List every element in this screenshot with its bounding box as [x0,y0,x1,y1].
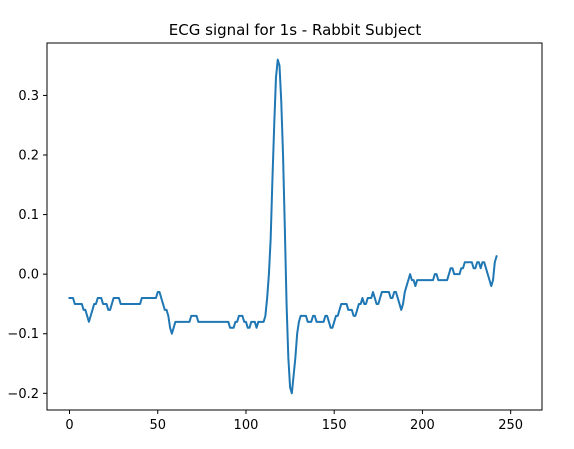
x-tick-label: 0 [65,418,73,433]
plot-background [47,43,542,410]
chart-title: ECG signal for 1s - Rabbit Subject [169,21,422,39]
x-tick-label: 150 [322,418,347,433]
y-tick-label: 0.3 [18,89,39,104]
x-tick-label: 250 [498,418,523,433]
x-tick-label: 50 [149,418,166,433]
y-tick-label: 0.0 [18,268,39,283]
plot-frame [46,42,543,411]
x-axis: 0 50 100 150 200 250 [65,410,523,433]
y-tick-label: −0.1 [7,327,39,342]
y-tick-label: −0.2 [7,387,39,402]
y-tick-label: 0.2 [18,149,39,164]
y-axis: −0.2 −0.1 0.0 0.1 0.2 0.3 [7,89,47,402]
plot-area [46,42,543,411]
x-tick-label: 100 [234,418,259,433]
ecg-series-line [68,58,498,395]
x-tick-label: 200 [410,418,435,433]
y-tick-label: 0.1 [18,208,39,223]
